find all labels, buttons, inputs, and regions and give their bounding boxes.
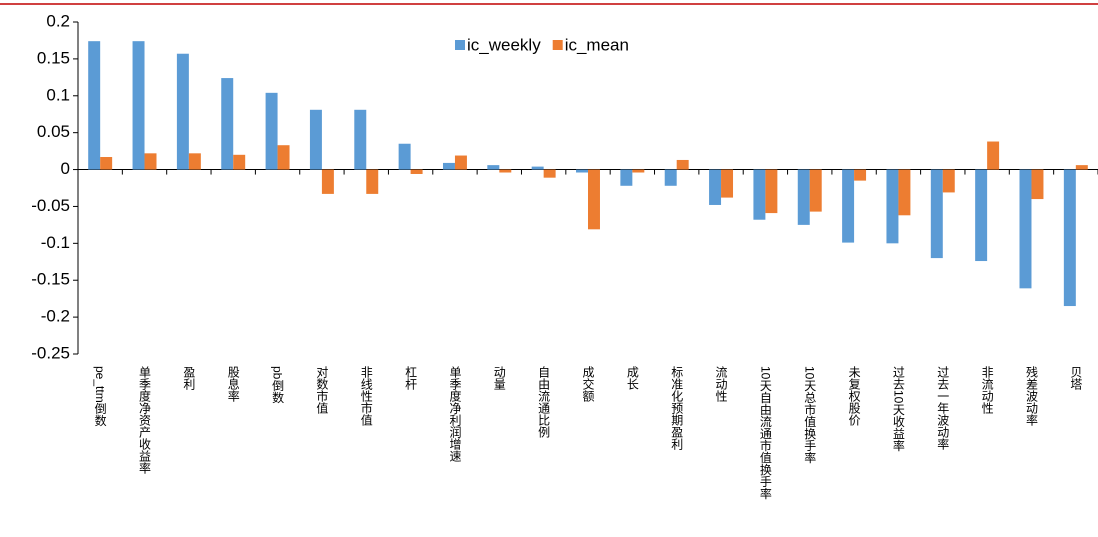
bar — [842, 169, 855, 243]
bar — [531, 166, 544, 170]
x-tick-label: 非流动性 — [980, 366, 994, 415]
x-tick-label: 自由流通比例 — [537, 366, 551, 438]
legend-label: ic_weekly — [467, 35, 541, 54]
bar — [576, 169, 588, 173]
x-tick-label: 盈利 — [182, 366, 196, 390]
x-tick-label: 残差波动率 — [1024, 366, 1038, 426]
bar — [100, 157, 113, 170]
y-tick-label: 0.05 — [37, 122, 70, 141]
bar — [487, 165, 500, 170]
bar — [753, 169, 766, 220]
x-tick-label: 对数市值 — [315, 366, 329, 415]
x-tick-label: 动量 — [492, 366, 506, 390]
bar — [721, 169, 734, 198]
bar — [1019, 169, 1032, 289]
bar — [398, 143, 411, 170]
legend-swatch — [552, 40, 563, 50]
bar — [88, 41, 101, 170]
x-tick-label: 贝塔 — [1069, 366, 1083, 391]
x-tick-label: 未复权股价 — [847, 366, 861, 426]
bar — [442, 162, 455, 170]
bar — [1031, 169, 1044, 200]
bar — [321, 169, 334, 194]
x-tick-label: 过去一年波动率 — [936, 366, 950, 450]
legend-label: ic_mean — [565, 35, 629, 54]
legend-swatch — [455, 40, 465, 50]
x-tick-label: pe_ttm倒数 — [93, 366, 107, 427]
x-tick-label: 非线性市值 — [359, 366, 373, 427]
y-tick-label: -0.15 — [31, 270, 70, 289]
bar — [942, 169, 955, 193]
bar — [709, 169, 722, 205]
bar — [664, 169, 677, 186]
y-tick-label: 0.15 — [37, 48, 70, 67]
bar — [886, 169, 899, 244]
bar — [588, 169, 600, 230]
bar — [809, 169, 822, 212]
bar — [543, 169, 556, 178]
bar — [1075, 165, 1088, 170]
bar — [454, 155, 467, 170]
y-tick-label: -0.25 — [31, 343, 70, 362]
x-tick-label: 单季度净利润增速 — [448, 366, 462, 462]
bar — [620, 169, 633, 186]
bar — [265, 92, 278, 170]
x-tick-label: 过去10天收益率 — [891, 366, 905, 452]
bar — [797, 169, 810, 225]
x-tick-label: 流动性 — [714, 366, 728, 403]
bar — [132, 41, 145, 170]
bar — [410, 169, 423, 174]
bar — [309, 109, 322, 170]
bar — [987, 141, 1000, 170]
bar — [144, 153, 157, 170]
x-tick-label: 标准化预期盈利 — [670, 366, 684, 450]
x-tick-label: 10天总市值换手率 — [803, 366, 817, 463]
bar — [221, 78, 234, 170]
bar — [898, 169, 911, 216]
bar — [676, 159, 689, 170]
y-tick-label: 0.1 — [46, 85, 70, 104]
bar — [765, 169, 778, 214]
bar — [188, 153, 201, 170]
bar — [1063, 169, 1076, 307]
x-tick-label: 成交额 — [581, 366, 595, 403]
bar — [499, 169, 512, 173]
y-tick-label: 0 — [61, 159, 70, 178]
bar — [354, 109, 367, 170]
x-tick-label: 10天自由流通市值换手率 — [758, 366, 772, 499]
y-tick-label: -0.2 — [41, 307, 70, 326]
y-tick-label: -0.05 — [31, 196, 70, 215]
bar — [366, 169, 379, 194]
y-tick-label: 0.2 — [46, 11, 70, 30]
bar — [975, 169, 988, 262]
x-tick-label: 单季度净资产收益率 — [138, 366, 152, 474]
bar — [632, 169, 645, 173]
x-tick-label: 杠杆 — [404, 365, 418, 390]
x-tick-label: 股息率 — [226, 366, 240, 402]
bar — [277, 145, 290, 170]
bar — [930, 169, 943, 259]
bar — [176, 53, 189, 170]
bar — [854, 169, 867, 181]
bar — [233, 154, 246, 170]
x-tick-label: 成长 — [625, 366, 639, 390]
x-tick-label: pb倒数 — [271, 366, 285, 404]
y-tick-label: -0.1 — [41, 233, 70, 252]
